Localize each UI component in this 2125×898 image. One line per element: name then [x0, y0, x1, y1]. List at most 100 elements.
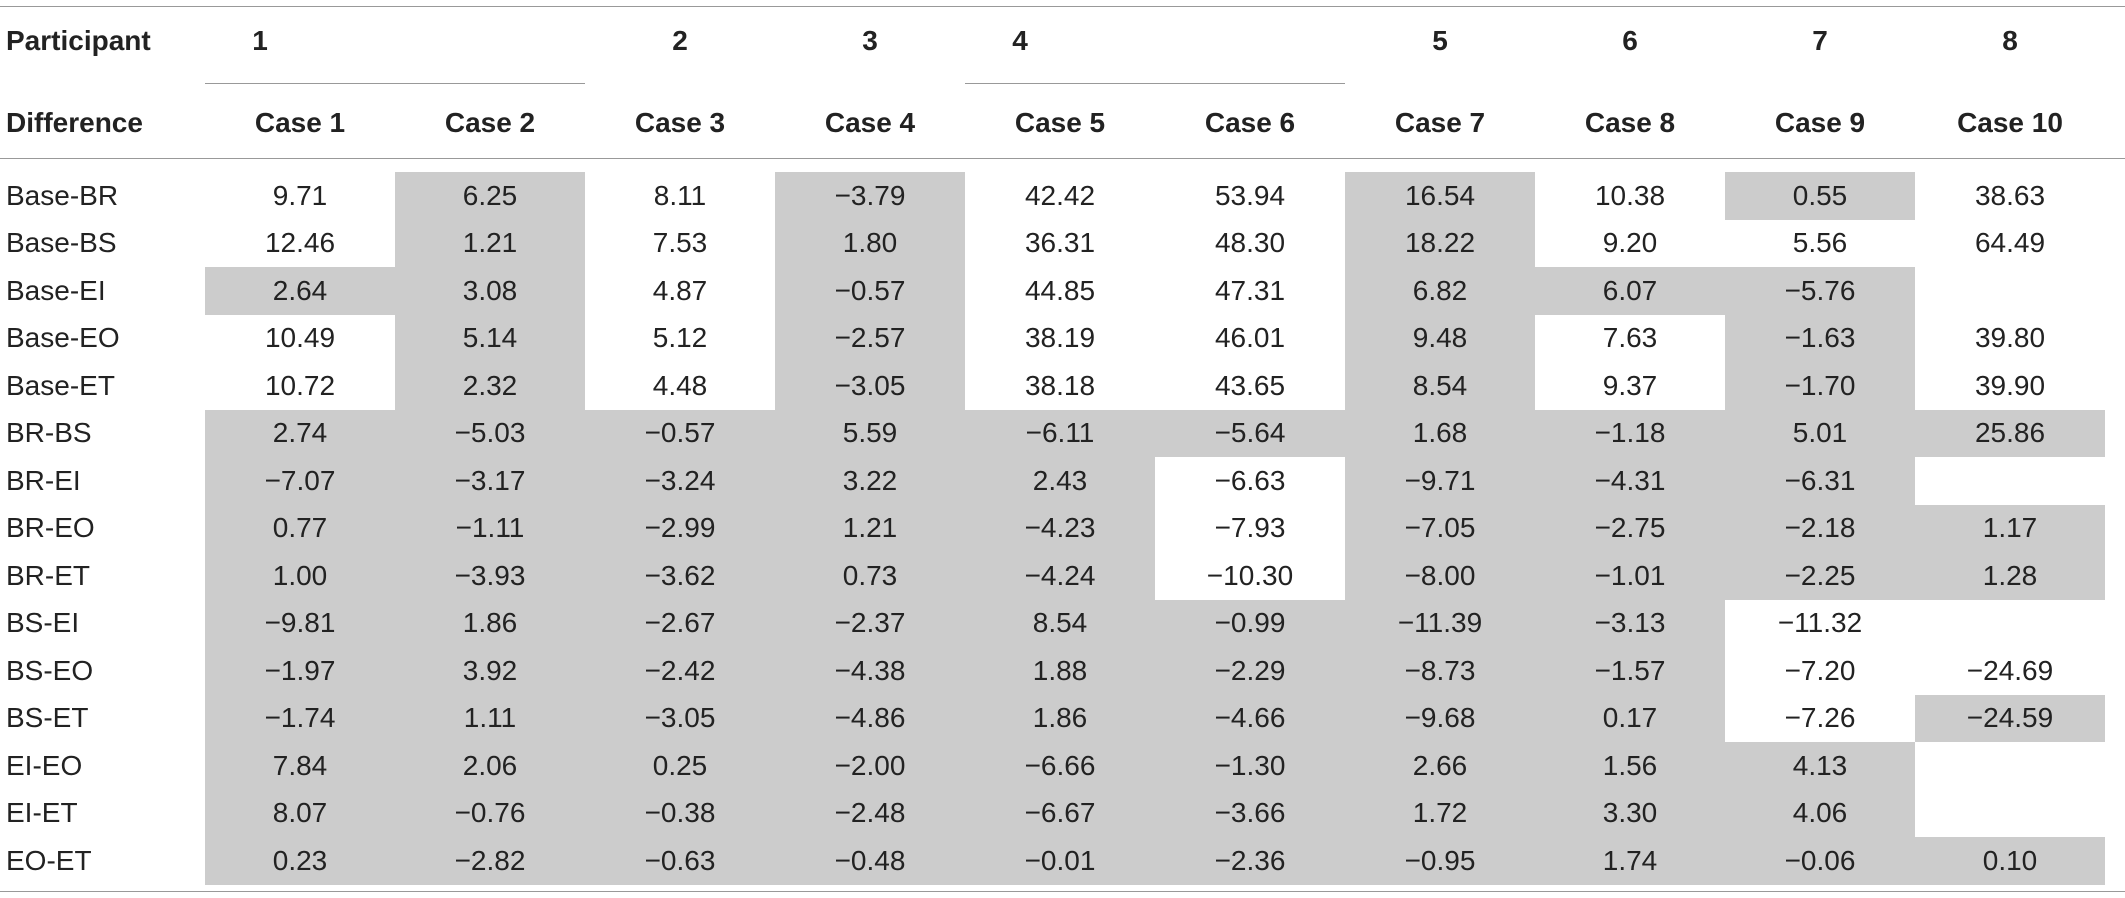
participant-header-8: 8	[2002, 25, 2018, 56]
participant-header-5: 5	[1432, 25, 1448, 56]
row-label: BR-BS	[6, 417, 92, 449]
table-cell: 39.90	[1974, 369, 2046, 401]
table-cell: −3.13	[1535, 599, 1725, 647]
table-cell: 3.92	[395, 647, 585, 695]
table-cell: −24.59	[1915, 694, 2105, 742]
table-cell: −3.66	[1155, 789, 1345, 837]
table-cell: 0.23	[205, 837, 395, 885]
table-cell: −7.93	[1214, 512, 1286, 544]
table-cell: 1.21	[395, 219, 585, 267]
table-cell: 1.11	[395, 694, 585, 742]
table-cell: −0.95	[1345, 837, 1535, 885]
table-cell: −3.17	[395, 457, 585, 505]
row-label: Base-BS	[6, 227, 117, 259]
table-cell: 6.82	[1345, 267, 1535, 315]
table-cell: 5.14	[395, 314, 585, 362]
table-cell: −3.05	[775, 362, 965, 410]
table-cell: −1.74	[205, 694, 395, 742]
table-cell: −7.20	[1784, 654, 1856, 686]
table-cell: 36.31	[1024, 227, 1096, 259]
case-header: Case 1	[254, 107, 346, 138]
table-cell: −10.30	[1206, 559, 1294, 591]
table-cell: 0.55	[1725, 172, 1915, 220]
table-cell	[1915, 267, 2105, 315]
table-cell	[1915, 457, 2105, 505]
table-cell: 18.22	[1345, 219, 1535, 267]
table-cell: −4.86	[775, 694, 965, 742]
table-cell: −0.57	[585, 409, 775, 457]
participant-header-3: 3	[862, 25, 878, 56]
table-cell: 7.63	[1602, 322, 1658, 354]
table-cell: 2.06	[395, 742, 585, 790]
table-cell: 44.85	[1024, 274, 1096, 306]
table-cell: −5.03	[395, 409, 585, 457]
table-cell: −1.01	[1535, 552, 1725, 600]
table-cell: 38.18	[1024, 369, 1096, 401]
table-cell: −2.42	[585, 647, 775, 695]
table-cell: 2.32	[395, 362, 585, 410]
table-cell: 9.20	[1602, 227, 1658, 259]
table-cell: 1.88	[965, 647, 1155, 695]
row-label: BS-ET	[6, 702, 89, 734]
table-cell: 64.49	[1974, 227, 2046, 259]
table-cell: −0.48	[775, 837, 965, 885]
participant-header-1: 1	[252, 25, 268, 56]
table-cell: 5.01	[1725, 409, 1915, 457]
participant-span-rule	[205, 83, 585, 84]
table-cell: −1.63	[1725, 314, 1915, 362]
table-cell: 10.72	[264, 369, 336, 401]
table-cell: 1.17	[1915, 504, 2105, 552]
participant-header-2: 2	[672, 25, 688, 56]
row-label: BR-EI	[6, 464, 81, 496]
table-cell: 3.22	[775, 457, 965, 505]
bottom-rule	[0, 891, 2125, 892]
table-cell: 42.42	[1024, 179, 1096, 211]
table-cell: −1.18	[1535, 409, 1725, 457]
case-header: Case 7	[1394, 107, 1486, 138]
table-cell: 0.10	[1915, 837, 2105, 885]
table-cell: −6.67	[965, 789, 1155, 837]
case-header: Case 10	[1957, 107, 2063, 138]
row-label: EO-ET	[6, 844, 92, 876]
table-cell: 9.48	[1345, 314, 1535, 362]
table-cell: −4.24	[965, 552, 1155, 600]
table-cell: 10.38	[1594, 179, 1666, 211]
table-cell: −4.66	[1155, 694, 1345, 742]
table-cell: 10.49	[264, 322, 336, 354]
case-header: Case 6	[1204, 107, 1296, 138]
table-cell: 1.00	[205, 552, 395, 600]
table-cell: 39.80	[1974, 322, 2046, 354]
top-rule	[0, 6, 2125, 7]
table-cell: −9.71	[1345, 457, 1535, 505]
table-cell: −2.75	[1535, 504, 1725, 552]
table-cell: 5.12	[652, 322, 708, 354]
table-cell: 9.71	[272, 179, 328, 211]
table-cell: 4.06	[1725, 789, 1915, 837]
table-cell: −0.57	[775, 267, 965, 315]
table-cell: −2.18	[1725, 504, 1915, 552]
table-cell: 16.54	[1345, 172, 1535, 220]
table-cell: −1.30	[1155, 742, 1345, 790]
table-cell: −3.24	[585, 457, 775, 505]
table-cell: −3.62	[585, 552, 775, 600]
table-cell: −6.31	[1725, 457, 1915, 505]
table-cell: 8.11	[653, 179, 707, 211]
row-label: EI-ET	[6, 797, 78, 829]
table-cell: −3.79	[775, 172, 965, 220]
table-cell: 47.31	[1214, 274, 1286, 306]
table-cell: −3.93	[395, 552, 585, 600]
table-cell: 4.13	[1725, 742, 1915, 790]
table-cell: 1.80	[775, 219, 965, 267]
row-label: BR-ET	[6, 559, 90, 591]
table-cell: −4.38	[775, 647, 965, 695]
table-cell: 0.73	[775, 552, 965, 600]
table-cell: −5.76	[1725, 267, 1915, 315]
table-cell	[1915, 742, 2105, 790]
table-cell: 1.21	[775, 504, 965, 552]
table-cell: 2.64	[205, 267, 395, 315]
participant-span-rule	[965, 83, 1345, 84]
table-cell: 7.84	[205, 742, 395, 790]
table-cell: 1.68	[1345, 409, 1535, 457]
table-cell: −7.05	[1345, 504, 1535, 552]
